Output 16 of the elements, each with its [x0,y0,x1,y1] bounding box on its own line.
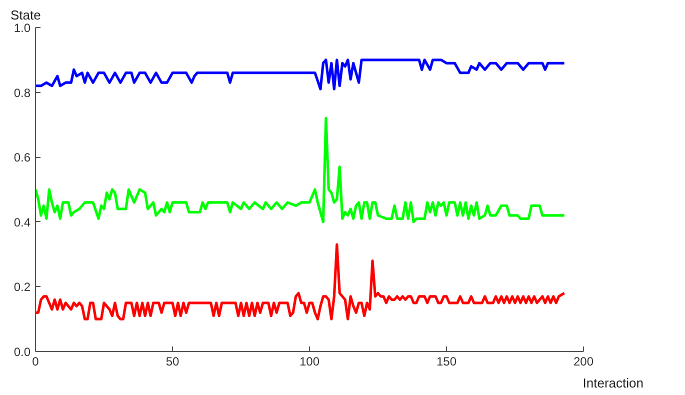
y-tick-label: 1.0 [14,21,31,35]
line-series [36,116,566,224]
x-tick-label: 150 [436,354,457,368]
x-axis-title: Interaction [582,376,644,390]
x-tick-label: 0 [32,354,40,368]
line-series [36,243,566,320]
y-tick-label: 0.6 [14,150,31,165]
line-series [36,58,566,90]
x-tick-label: 200 [573,354,594,368]
y-tick-label: 0.2 [14,280,31,294]
y-tick-label: 0.0 [14,345,31,359]
y-tick-label: 0.8 [14,86,31,100]
x-tick-label: 100 [299,354,320,368]
y-axis-title: State [10,8,41,22]
x-tick-label: 50 [166,354,180,368]
y-tick-label: 0.4 [14,215,31,230]
